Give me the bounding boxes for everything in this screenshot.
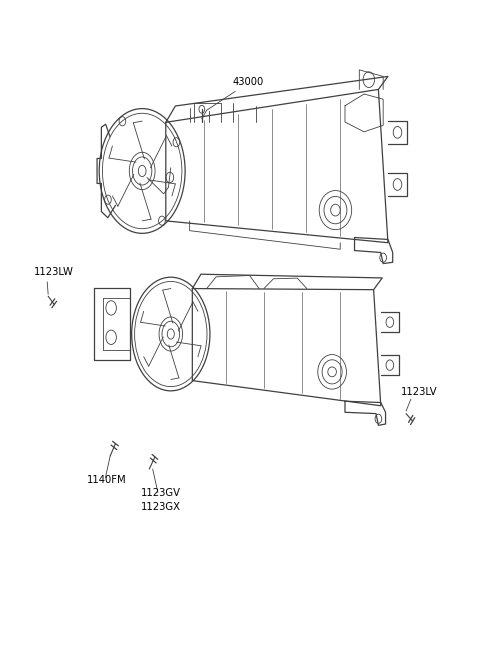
Text: 1140FM: 1140FM — [87, 476, 127, 485]
Text: 1123LV: 1123LV — [401, 387, 438, 398]
Text: 1123GV: 1123GV — [141, 489, 181, 498]
Text: 43000: 43000 — [232, 77, 264, 87]
Text: 1123LW: 1123LW — [34, 267, 74, 277]
Text: 1123GX: 1123GX — [141, 502, 181, 512]
